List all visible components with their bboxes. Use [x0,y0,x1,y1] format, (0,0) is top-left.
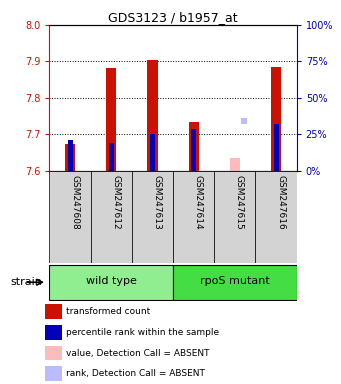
Bar [49,265,173,300]
Text: GSM247615: GSM247615 [235,175,244,230]
Text: GSM247608: GSM247608 [70,175,79,230]
Bar [45,325,62,340]
Bar [106,68,116,171]
Text: value, Detection Call = ABSENT: value, Detection Call = ABSENT [66,349,210,358]
Text: GSM247616: GSM247616 [276,175,285,230]
Bar [45,346,62,361]
Bar [45,305,62,319]
Bar [173,171,214,263]
Bar [189,122,199,171]
Bar [273,124,279,171]
Text: GSM247613: GSM247613 [152,175,161,230]
Bar [68,140,73,171]
Bar [49,171,91,263]
Bar [230,159,240,171]
Bar [147,60,158,171]
Text: rank, Detection Call = ABSENT: rank, Detection Call = ABSENT [66,369,205,378]
Bar [214,171,255,263]
Bar [271,67,281,171]
Text: GSM247612: GSM247612 [111,175,120,230]
Text: rpoS mutant: rpoS mutant [200,276,270,286]
Title: GDS3123 / b1957_at: GDS3123 / b1957_at [108,11,238,24]
Bar [173,265,297,300]
Bar [255,171,297,263]
Bar [132,171,173,263]
Text: strain: strain [11,277,43,287]
Bar [191,129,196,171]
Text: percentile rank within the sample: percentile rank within the sample [66,328,220,337]
Text: transformed count: transformed count [66,307,151,316]
Bar [109,143,114,171]
Text: GSM247614: GSM247614 [194,175,203,230]
Bar [45,366,62,381]
Bar [65,144,75,171]
Bar [150,134,155,171]
Text: wild type: wild type [86,276,137,286]
Bar [91,171,132,263]
